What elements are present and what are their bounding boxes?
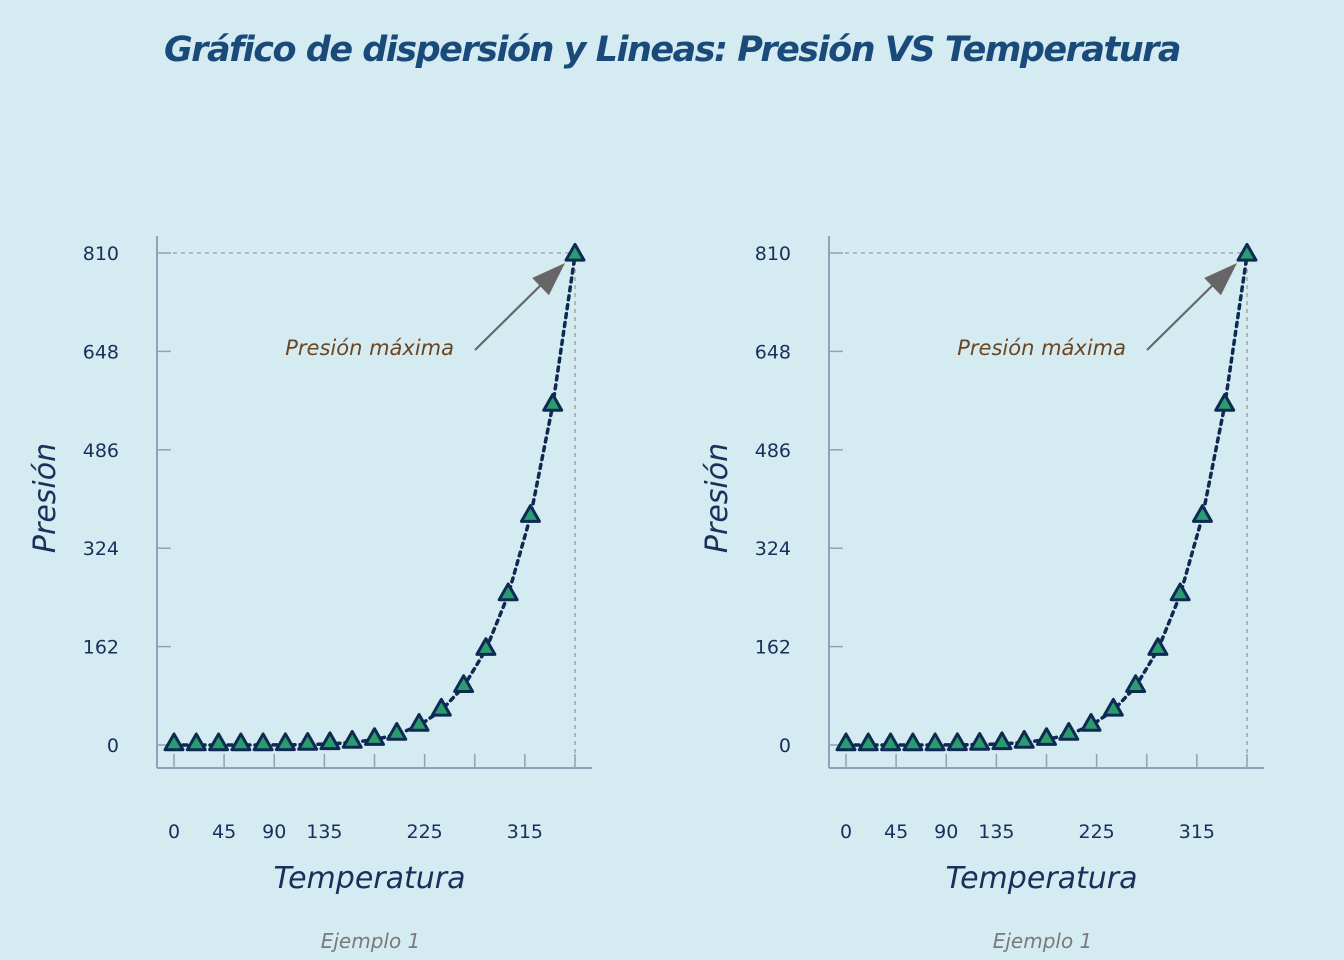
y-axis-title: Presión (700, 443, 735, 553)
data-point-marker (1125, 674, 1147, 693)
y-tick-label: 162 (83, 637, 119, 659)
data-point-marker (1013, 729, 1035, 749)
panel-caption: Ejemplo 1 (993, 929, 1093, 953)
data-point-marker (274, 732, 296, 752)
x-tick-label: 135 (306, 821, 342, 843)
data-point-marker (386, 721, 408, 741)
panel-caption: Ejemplo 1 (321, 929, 421, 953)
data-point-marker (1147, 637, 1169, 656)
data-point-marker (924, 732, 946, 752)
data-point-marker (252, 732, 274, 752)
data-point-marker (1080, 713, 1102, 732)
chart-panel-1: 0 162 324 486 648 810 0 45 90 135 225 315 Presión má… (28, 236, 592, 953)
data-point-marker (991, 731, 1013, 751)
data-point-marker (319, 731, 341, 751)
data-point-marker (1214, 392, 1236, 412)
data-point-marker (1102, 697, 1124, 717)
data-point-marker (297, 732, 319, 751)
y-tick-label: 0 (779, 735, 791, 757)
x-tick-label: 225 (1078, 821, 1114, 843)
data-point-marker (1036, 727, 1057, 746)
data-point-marker (880, 732, 902, 752)
data-point-marker (453, 674, 475, 693)
y-tick-label: 486 (83, 440, 119, 462)
data-point-marker (341, 729, 363, 749)
x-tick-label: 0 (168, 821, 180, 843)
data-point-marker (1236, 242, 1258, 262)
data-point-marker (408, 713, 430, 732)
annotation-arrow-head (532, 263, 565, 296)
data-point-marker (857, 732, 879, 752)
data-point-marker (564, 242, 586, 262)
data-point-marker (230, 732, 252, 752)
figure-title: Gráfico de dispersión y Lineas: Presión … (163, 30, 1182, 70)
data-point-marker (969, 732, 991, 751)
y-tick-label: 648 (83, 341, 119, 363)
annotation-arrow-head (1204, 263, 1237, 296)
x-tick-label: 45 (212, 821, 236, 843)
x-tick-label: 90 (934, 821, 958, 843)
y-tick-label: 324 (755, 538, 791, 560)
y-tick-label: 162 (755, 637, 791, 659)
x-axis-title: Temperatura (273, 861, 465, 896)
data-point-marker (835, 732, 857, 752)
data-point-marker (1169, 582, 1191, 602)
data-point-marker (364, 727, 385, 746)
data-point-marker (163, 732, 185, 752)
data-point-marker (208, 732, 230, 752)
y-tick-label: 486 (755, 440, 791, 462)
series-line (172, 253, 577, 747)
annotation-label: Presión máxima (957, 336, 1126, 360)
data-point-marker (1058, 721, 1080, 741)
annotation-label: Presión máxima (285, 336, 454, 360)
data-point-marker (1191, 504, 1213, 523)
y-axis-title: Presión (28, 443, 63, 553)
data-point-marker (946, 732, 968, 752)
annotation-arrow-shaft (474, 280, 546, 351)
x-tick-label: 45 (884, 821, 908, 843)
data-point-marker (185, 732, 207, 752)
data-point-marker (542, 392, 564, 412)
y-tick-label: 810 (755, 243, 791, 265)
y-tick-label: 0 (107, 735, 119, 757)
x-tick-label: 90 (262, 821, 286, 843)
x-tick-label: 225 (406, 821, 442, 843)
data-point-marker (475, 637, 497, 656)
y-tick-label: 648 (755, 341, 791, 363)
data-point-marker (902, 732, 924, 752)
x-tick-label: 135 (978, 821, 1014, 843)
x-tick-label: 0 (840, 821, 852, 843)
annotation-arrow-shaft (1146, 280, 1218, 351)
data-point-marker (519, 504, 541, 523)
series-line (844, 253, 1249, 747)
y-tick-label: 810 (83, 243, 119, 265)
data-point-marker (430, 697, 452, 717)
x-tick-label: 315 (507, 821, 543, 843)
y-tick-label: 324 (83, 538, 119, 560)
chart-panel-2: 0 162 324 486 648 810 0 45 90 135 225 315 Presión má… (700, 236, 1264, 953)
data-point-marker (497, 582, 519, 602)
x-axis-title: Temperatura (945, 861, 1137, 896)
x-tick-label: 315 (1179, 821, 1215, 843)
